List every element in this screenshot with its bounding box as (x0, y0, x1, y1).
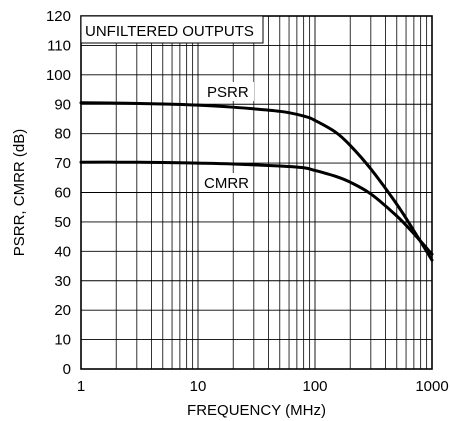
cmrr-label-background (201, 173, 253, 192)
y-tick-label: 70 (54, 155, 71, 172)
psrr-series-label: PSRR (207, 84, 249, 101)
x-axis-title: FREQUENCY (MHz) (187, 402, 326, 419)
y-tick-label: 60 (54, 185, 71, 202)
y-tick-label: 120 (46, 8, 71, 25)
y-tick-label: 110 (47, 37, 71, 54)
psrr-curve (79, 101, 434, 262)
y-tick-label: 30 (54, 273, 71, 290)
y-tick-label: 80 (54, 126, 71, 143)
y-tick-label: 50 (54, 214, 71, 231)
y-tick-labels: 0 10 20 30 40 50 60 70 80 90 100 110 120 (46, 8, 71, 378)
major-grid (80, 15, 433, 370)
x-tick-label: 1 (77, 378, 85, 395)
cmrr-curve (79, 160, 434, 256)
x-tick-labels: 1 10 100 1000 (77, 378, 449, 395)
y-axis-title: PSRR, CMRR (dB) (11, 129, 28, 257)
y-tick-label: 100 (46, 67, 71, 84)
cmrr-series-label: CMRR (204, 175, 249, 192)
y-tick-label: 0 (63, 361, 71, 378)
psrr-label-background (204, 82, 254, 101)
x-tick-label: 10 (190, 378, 207, 395)
curves (79, 101, 434, 262)
y-tick-label: 40 (54, 243, 71, 260)
annotation-text: UNFILTERED OUTPUTS (85, 23, 254, 40)
annotation-box: UNFILTERED OUTPUTS (80, 15, 264, 44)
y-tick-label: 90 (54, 96, 71, 113)
y-tick-label: 10 (54, 332, 71, 349)
y-tick-label: 20 (54, 302, 71, 319)
annotation-background (80, 15, 264, 44)
x-tick-label: 1000 (415, 378, 448, 395)
x-tick-label: 100 (302, 378, 327, 395)
